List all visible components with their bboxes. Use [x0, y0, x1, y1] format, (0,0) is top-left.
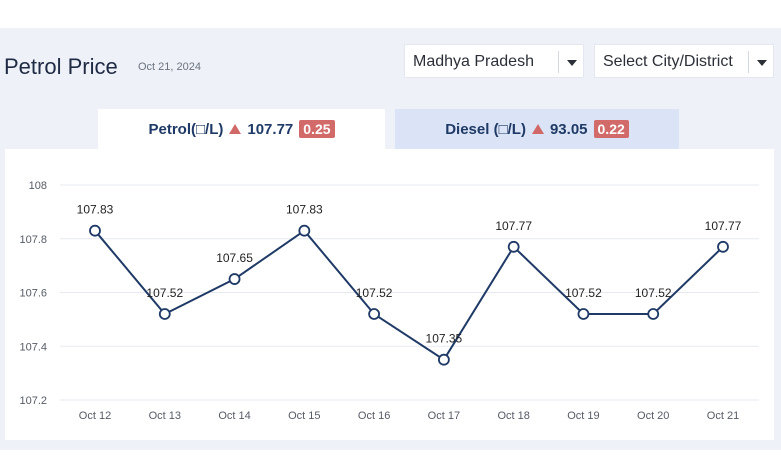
- y-tick-label: 108: [29, 180, 47, 192]
- tab-diesel-price: 93.05: [549, 120, 588, 138]
- data-label: 107.83: [286, 203, 323, 217]
- data-point: [228, 273, 241, 285]
- trend-up-icon: [229, 124, 242, 134]
- chevron-down-icon: [567, 60, 577, 66]
- x-tick-label: Oct 14: [218, 410, 250, 422]
- data-label: 107.65: [216, 251, 253, 265]
- tab-petrol[interactable]: Petrol(□/L) 107.77 0.25: [98, 109, 385, 149]
- y-tick-label: 107.2: [19, 395, 47, 407]
- data-label: 107.52: [356, 286, 393, 300]
- tab-diesel[interactable]: Diesel (□/L) 93.05 0.22: [395, 109, 679, 149]
- tab-petrol-price: 107.77: [247, 120, 294, 138]
- x-tick-label: Oct 18: [497, 410, 529, 422]
- page-title: Petrol Price: [4, 54, 118, 79]
- data-point: [368, 308, 381, 320]
- series-line: [94, 229, 724, 362]
- data-label: 107.52: [146, 286, 183, 300]
- data-point: [437, 353, 450, 366]
- tab-petrol-label: Petrol(□/L): [148, 120, 224, 138]
- data-label: 107.77: [705, 219, 742, 233]
- data-point: [647, 308, 660, 320]
- top-strip: [0, 0, 781, 28]
- tab-diesel-label: Diesel (□/L): [445, 120, 526, 138]
- price-date: Oct 21, 2024: [138, 61, 201, 73]
- x-tick-label: Oct 12: [79, 410, 111, 422]
- data-point: [577, 308, 590, 320]
- data-label: 107.83: [77, 203, 114, 217]
- state-select[interactable]: Madhya Pradesh: [404, 44, 584, 78]
- y-tick-label: 107.8: [19, 234, 47, 246]
- data-label: 107.35: [426, 332, 463, 346]
- select-divider: [558, 51, 559, 73]
- y-tick-label: 107.6: [19, 288, 47, 300]
- state-select-label: Madhya Pradesh: [413, 53, 534, 70]
- x-tick-label: Oct 21: [707, 410, 739, 422]
- city-select-label: Select City/District: [603, 53, 733, 70]
- data-point: [717, 240, 729, 253]
- city-select[interactable]: Select City/District: [594, 44, 774, 78]
- data-point: [298, 224, 311, 237]
- x-tick-label: Oct 13: [149, 410, 181, 422]
- trend-up-icon: [531, 124, 544, 134]
- select-divider: [748, 51, 749, 73]
- data-label: 107.52: [635, 286, 672, 300]
- y-tick-label: 107.4: [19, 341, 47, 353]
- tab-petrol-change-badge: 0.25: [299, 120, 335, 138]
- tab-diesel-change-badge: 0.22: [593, 120, 629, 138]
- x-tick-label: Oct 20: [637, 410, 669, 422]
- data-point: [89, 224, 101, 237]
- data-point: [158, 308, 171, 320]
- data-label: 107.52: [565, 286, 602, 300]
- chevron-down-icon: [757, 60, 767, 66]
- bottom-strip: [0, 450, 781, 468]
- price-chart: 107.2 107.4 107.6 107.8 108 Oct 12 Oct 13 Oct 1…: [5, 149, 774, 440]
- x-tick-label: Oct 15: [288, 410, 320, 422]
- data-point: [507, 240, 520, 253]
- data-label: 107.77: [495, 219, 532, 233]
- x-tick-label: Oct 17: [428, 410, 460, 422]
- x-tick-label: Oct 16: [358, 410, 390, 422]
- x-tick-label: Oct 19: [567, 410, 599, 422]
- price-line-chart: 107.2 107.4 107.6 107.8 108 Oct 12 Oct 13 Oct 1…: [19, 180, 759, 422]
